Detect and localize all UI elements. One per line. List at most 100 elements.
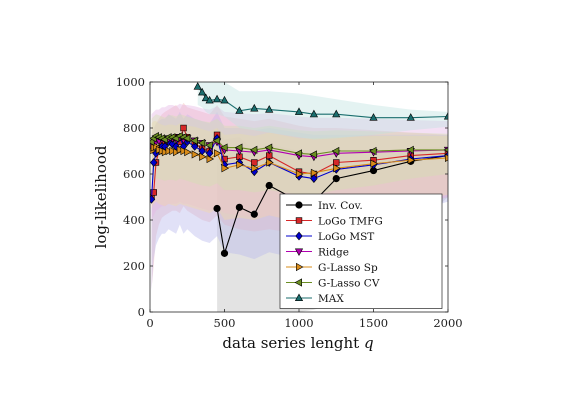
point-g-lasso-sp <box>251 164 259 173</box>
point-inv-cov <box>250 210 258 218</box>
point-g-lasso-cv <box>205 141 213 150</box>
legend-label: Inv. Cov. <box>318 200 363 212</box>
legend-label: LoGo MST <box>318 231 374 243</box>
point-g-lasso-sp <box>191 150 200 159</box>
point-logo-mst <box>310 174 318 183</box>
point-max <box>332 109 341 118</box>
point-g-lasso-cv <box>264 143 273 152</box>
point-g-lasso-cv <box>234 143 243 152</box>
point-g-lasso-sp <box>176 145 185 154</box>
y-tick-label: 1000 <box>116 75 145 89</box>
legend-marker <box>294 248 304 257</box>
legend-label: G-Lasso CV <box>318 277 380 289</box>
legend: Inv. Cov. LoGo TMFG LoGo MST Ridge G-Lasso S… <box>279 193 443 309</box>
point-logo-tmfg <box>251 159 258 166</box>
legend-marker <box>294 293 304 302</box>
point-g-lasso-sp <box>333 164 341 173</box>
point-max <box>294 107 304 115</box>
legend-label: Ridge <box>318 246 349 258</box>
y-tick-label: 600 <box>123 167 145 181</box>
point-max <box>201 93 210 102</box>
point-g-lasso-cv <box>294 149 303 158</box>
point-g-lasso-cv <box>190 136 198 145</box>
legend-marker <box>295 231 303 241</box>
point-g-lasso-sp <box>221 164 230 173</box>
point-g-lasso-sp <box>266 158 274 167</box>
point-g-lasso-cv <box>182 134 191 143</box>
point-g-lasso-sp <box>214 149 222 158</box>
point-max <box>309 109 319 118</box>
point-logo-mst <box>150 158 158 167</box>
legend-item-logo-tmfg: LoGo TMFG <box>286 215 383 227</box>
point-max <box>220 95 229 104</box>
point-logo-tmfg <box>180 124 187 132</box>
point-g-lasso-sp <box>180 146 189 156</box>
point-g-lasso-sp <box>169 146 177 156</box>
y-tick-label: 0 <box>138 305 145 319</box>
legend-item-max: MAX <box>286 293 344 305</box>
point-max <box>369 113 378 121</box>
point-g-lasso-cv <box>443 147 448 153</box>
point-g-lasso-cv <box>406 145 414 154</box>
point-g-lasso-cv <box>331 146 340 156</box>
point-inv-cov <box>235 203 243 211</box>
point-max <box>235 106 244 114</box>
point-g-lasso-sp <box>184 148 192 157</box>
band-max <box>197 82 448 140</box>
band-ridge <box>151 103 448 220</box>
x-tick-label: 0 <box>146 316 153 330</box>
point-g-lasso-sp <box>310 168 319 177</box>
point-g-lasso-sp <box>444 153 448 163</box>
point-max <box>443 111 448 120</box>
point-max <box>205 95 214 104</box>
point-max <box>406 113 415 121</box>
point-max <box>212 94 222 103</box>
point-max <box>265 105 274 113</box>
series-max <box>193 82 448 121</box>
legend-item-inv-cov: Inv. Cov. <box>286 200 363 212</box>
point-inv-cov <box>220 249 229 257</box>
point-g-lasso-sp <box>165 146 174 156</box>
point-max <box>250 103 259 112</box>
point-g-lasso-cv <box>249 145 258 154</box>
legend-marker <box>295 217 303 224</box>
point-g-lasso-sp <box>173 148 181 157</box>
legend-marker <box>295 262 304 272</box>
series-g-lasso-cv <box>150 131 448 159</box>
point-g-lasso-sp <box>370 159 379 168</box>
axis-ticks: 0 500 1000 1500 2000 0 200 400 600 800 1000 <box>116 75 463 330</box>
point-g-lasso-sp <box>206 154 215 164</box>
point-logo-mst <box>191 142 199 151</box>
point-g-lasso-cv <box>309 150 317 159</box>
legend-item-g-lasso-sp: G-Lasso Sp <box>286 262 378 274</box>
point-logo-mst <box>150 194 156 204</box>
series-g-lasso-sp <box>150 142 448 179</box>
point-inv-cov <box>265 181 273 190</box>
y-tick-label: 800 <box>123 121 145 135</box>
point-max <box>193 82 202 90</box>
series-lines <box>150 82 448 257</box>
legend-item-logo-mst: LoGo MST <box>286 231 374 243</box>
legend-label: G-Lasso Sp <box>318 262 378 274</box>
point-g-lasso-sp <box>161 148 170 157</box>
legend-item-ridge: Ridge <box>286 246 349 258</box>
x-axis-title: data series lenght q <box>222 334 373 352</box>
point-inv-cov <box>213 204 221 213</box>
point-g-lasso-sp <box>407 156 416 165</box>
x-tick-label: 1000 <box>284 316 313 330</box>
point-g-lasso-cv <box>219 143 228 152</box>
point-inv-cov <box>332 175 340 183</box>
point-g-lasso-sp <box>236 160 244 169</box>
point-g-lasso-cv <box>197 138 206 148</box>
y-tick-label: 400 <box>123 213 145 227</box>
point-g-lasso-cv <box>368 146 377 156</box>
point-logo-tmfg <box>333 159 340 166</box>
x-axis-title-var: q <box>364 334 374 352</box>
legend-item-g-lasso-cv: G-Lasso CV <box>286 277 380 289</box>
y-axis-title: log-likelihood <box>92 145 110 248</box>
x-tick-label: 500 <box>214 316 236 330</box>
y-tick-label: 200 <box>123 259 145 273</box>
legend-marker <box>294 278 303 287</box>
point-g-lasso-sp <box>295 169 304 179</box>
